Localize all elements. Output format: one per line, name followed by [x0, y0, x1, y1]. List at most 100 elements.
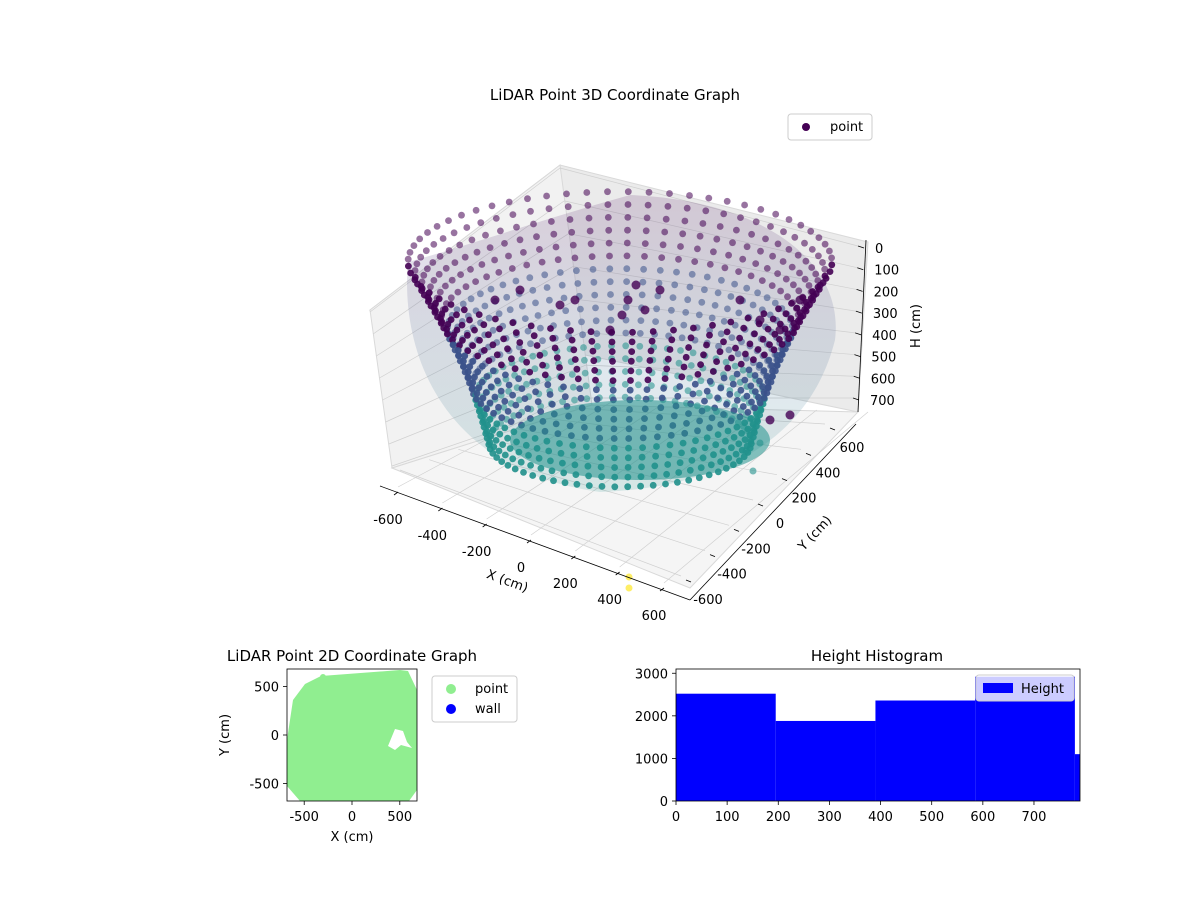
- cloud-point: [490, 443, 498, 451]
- z-tick-label-3d: 600: [871, 372, 896, 387]
- cloud-point: [545, 205, 553, 213]
- cloud-point: [718, 276, 725, 284]
- cloud-point: [656, 267, 664, 274]
- cloud-point: [608, 338, 616, 346]
- cloud-point: [697, 361, 704, 368]
- cloud-point: [492, 215, 500, 222]
- cloud-point: [413, 260, 421, 268]
- cloud-point: [464, 347, 472, 355]
- cloud-point: [495, 310, 503, 318]
- cloud-point: [508, 355, 515, 363]
- x-tick-mark-3d: [526, 539, 532, 544]
- y-tick-label-3d: 0: [776, 517, 784, 532]
- y-tick-mark-3d: [805, 452, 812, 456]
- cloud-point: [485, 331, 492, 339]
- cloud-point: [518, 385, 526, 392]
- cloud-rib: [543, 192, 578, 404]
- cloud-point: [768, 362, 775, 369]
- cloud-point: [460, 357, 467, 365]
- cloud-point: [765, 356, 773, 364]
- cloud-point: [539, 337, 546, 345]
- cloud-point: [709, 321, 716, 329]
- y-tick-label-2d: 0: [271, 729, 279, 744]
- cloud-point: [505, 252, 512, 260]
- z-tick-mark-3d: [856, 289, 863, 292]
- cloud-point: [724, 305, 731, 313]
- cloud-point: [509, 391, 516, 399]
- y-tick-mark-3d: [685, 579, 692, 583]
- cloud-point: [773, 351, 781, 359]
- cloud-point: [570, 346, 578, 354]
- cloud-point: [504, 408, 512, 415]
- cloud-point: [493, 420, 501, 428]
- cloud-point: [735, 268, 742, 275]
- cloud-point: [760, 388, 768, 396]
- cloud-point: [826, 268, 834, 275]
- cloud-point: [725, 251, 732, 259]
- cloud-point: [424, 229, 431, 236]
- cloud-point: [604, 214, 612, 221]
- cloud-point: [481, 411, 488, 419]
- cloud-point: [706, 261, 714, 268]
- cloud-point: [509, 455, 517, 463]
- cloud-point: [747, 272, 755, 280]
- histogram-title: Height Histogram: [811, 647, 943, 665]
- cloud-point: [778, 351, 786, 358]
- cloud-point: [499, 441, 506, 448]
- cloud-point: [626, 386, 634, 394]
- legend-histogram-label: Height: [1021, 682, 1064, 697]
- cloud-point: [763, 294, 771, 302]
- cloud-point: [807, 227, 815, 235]
- cloud-point: [480, 321, 488, 329]
- cloud-point: [724, 364, 732, 372]
- cloud-point: [569, 241, 577, 249]
- cloud-point: [668, 306, 675, 314]
- cloud-cluster-point: [765, 415, 775, 425]
- cloud-point: [487, 432, 495, 440]
- cloud-point: [722, 358, 730, 366]
- cloud-point: [782, 310, 790, 318]
- cloud-point: [520, 469, 527, 476]
- cloud-point: [489, 326, 497, 334]
- cloud-point: [764, 378, 772, 385]
- cloud-point: [570, 383, 577, 391]
- cloud-point: [784, 293, 791, 301]
- cloud-point: [541, 371, 549, 379]
- x-tick-mark-3d: [482, 523, 487, 528]
- cloud-point: [505, 381, 513, 389]
- cloud-rib: [671, 194, 713, 405]
- cloud-point: [427, 283, 434, 291]
- x-tick-label-3d: 200: [553, 577, 578, 592]
- cloud-point: [745, 366, 753, 374]
- cloud-point: [731, 362, 739, 370]
- cloud-point: [706, 327, 713, 334]
- cloud-point: [788, 300, 795, 307]
- histogram-bar: [875, 700, 976, 801]
- cloud-point: [460, 363, 467, 370]
- cloud-point: [794, 251, 802, 259]
- x-tick-mark-3d: [659, 587, 665, 592]
- cloud-point: [635, 355, 643, 363]
- cloud-point: [764, 325, 772, 333]
- cloud-point: [753, 410, 760, 418]
- cloud-point: [457, 271, 464, 278]
- cloud-point: [430, 241, 438, 248]
- cloud-point: [733, 226, 740, 234]
- cloud-point: [606, 265, 614, 273]
- cloud-point: [420, 271, 428, 279]
- cloud-point: [505, 198, 513, 206]
- cloud-point: [445, 247, 453, 254]
- cloud-point: [760, 310, 768, 318]
- cloud-point: [776, 336, 783, 343]
- cloud-point: [635, 381, 642, 389]
- cloud-point: [503, 293, 511, 301]
- cloud-point: [462, 283, 470, 291]
- cloud-point: [524, 405, 532, 412]
- z-tick-mark-3d: [855, 310, 862, 314]
- cloud-point: [517, 458, 525, 466]
- cloud-point: [588, 338, 596, 345]
- cloud-point: [751, 388, 759, 395]
- cloud-point: [821, 240, 829, 248]
- cloud-point: [731, 280, 738, 288]
